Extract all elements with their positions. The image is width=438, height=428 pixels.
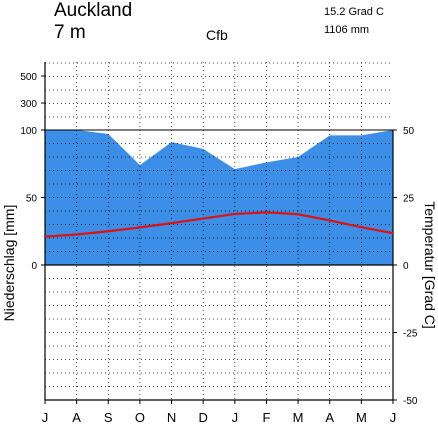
precipitation-area	[45, 130, 393, 265]
left-tick-label: 100	[20, 126, 37, 137]
month-label: A	[72, 410, 81, 425]
right-tick-label: 0	[403, 261, 409, 272]
mean-temperature: 15.2 Grad C	[324, 6, 384, 18]
left-tick-label: 0	[31, 261, 37, 272]
month-label: J	[232, 410, 239, 425]
month-label: O	[135, 410, 145, 425]
month-label: J	[42, 410, 49, 425]
right-tick-label: 25	[403, 194, 415, 205]
left-tick-label: 500	[20, 72, 37, 83]
right-tick-label: -50	[403, 396, 418, 407]
right-tick-label: -25	[403, 329, 418, 340]
month-label: D	[198, 410, 207, 425]
month-label: A	[325, 410, 334, 425]
month-label: S	[104, 410, 113, 425]
annual-precipitation: 1106 mm	[324, 24, 369, 36]
station-name: Auckland	[54, 0, 132, 21]
left-tick-label: 50	[26, 194, 38, 205]
left-tick-label: 300	[20, 99, 37, 110]
month-label: J	[390, 410, 397, 425]
month-label: N	[167, 410, 176, 425]
right-axis-title: Temperatur [Grad C]	[422, 201, 438, 329]
climate-class: Cfb	[206, 27, 228, 43]
right-tick-label: 50	[403, 126, 415, 137]
month-label: F	[262, 410, 270, 425]
temperature-line	[44, 211, 394, 238]
month-label: M	[356, 410, 367, 425]
station-elevation: 7 m	[54, 22, 86, 43]
left-axis-title: Niederschlag [mm]	[1, 205, 17, 322]
month-label: M	[293, 410, 304, 425]
